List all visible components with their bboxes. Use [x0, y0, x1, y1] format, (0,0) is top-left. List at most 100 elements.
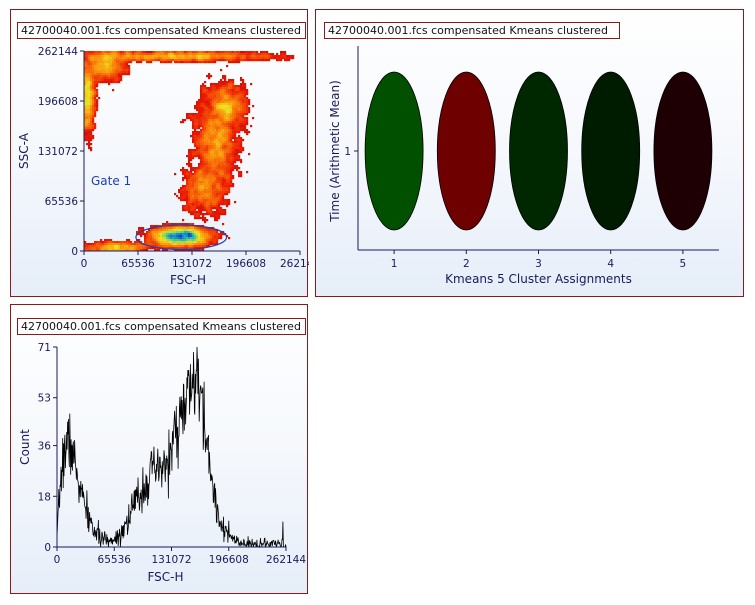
density-cell: [176, 229, 179, 232]
density-cell: [118, 73, 121, 76]
density-cell: [88, 141, 91, 144]
density-cell: [140, 241, 143, 244]
density-cell: [224, 147, 227, 150]
density-cell: [214, 57, 217, 60]
density-cell: [182, 235, 185, 238]
density-cell: [208, 147, 211, 150]
density-cell: [224, 133, 227, 136]
density-cell: [194, 239, 197, 242]
density-cell: [234, 157, 237, 160]
density-cell: [116, 249, 119, 251]
density-cell: [204, 103, 207, 106]
density-cell: [110, 61, 113, 64]
density-cell: [178, 223, 181, 226]
density-cell: [202, 159, 205, 162]
density-cell: [184, 171, 187, 174]
density-cell: [190, 183, 193, 186]
density-cell: [220, 201, 223, 204]
cluster-means-panel[interactable]: 42700040.001.fcs compensated Kmeans clus…: [315, 9, 744, 297]
density-cell: [218, 155, 221, 158]
density-cell: [108, 57, 111, 60]
density-cell: [86, 107, 89, 110]
density-cell: [244, 131, 247, 134]
density-cell: [218, 101, 221, 104]
density-cell: [206, 51, 209, 54]
density-cell: [224, 213, 227, 216]
density-cell: [120, 247, 123, 250]
density-cell: [230, 157, 233, 160]
density-cell: [180, 235, 183, 238]
density-cell: [190, 209, 193, 212]
density-cell: [84, 85, 87, 88]
density-cell: [178, 191, 181, 194]
density-cell: [240, 161, 243, 164]
density-cell: [220, 57, 223, 60]
histogram-panel[interactable]: 42700040.001.fcs compensated Kmeans clus…: [10, 304, 308, 594]
density-cell: [162, 223, 165, 226]
density-cell: [228, 187, 231, 190]
density-cell: [208, 75, 211, 78]
density-cell: [174, 237, 177, 240]
density-cell: [92, 99, 95, 102]
density-cell: [224, 89, 227, 92]
density-cell: [196, 151, 199, 154]
density-cell: [212, 241, 215, 244]
density-cell: [176, 237, 179, 240]
density-cell: [246, 131, 249, 134]
density-cell: [88, 87, 91, 90]
density-cell: [156, 249, 159, 251]
density-cell: [208, 163, 211, 166]
density-cell: [114, 51, 117, 54]
density-cell: [228, 165, 231, 168]
density-cell: [236, 157, 239, 160]
density-cell: [234, 121, 237, 124]
density-cell: [290, 55, 293, 58]
density-cell: [130, 243, 133, 246]
density-cell: [200, 113, 203, 116]
density-cell: [132, 59, 135, 62]
density-cell: [198, 157, 201, 160]
density-cell: [228, 151, 231, 154]
scatter-plot-panel[interactable]: 42700040.001.fcs compensated Kmeans clus…: [10, 9, 309, 297]
density-cell: [182, 241, 185, 244]
density-cell: [134, 57, 137, 60]
density-cell: [92, 95, 95, 98]
density-cell: [234, 159, 237, 162]
density-cell: [208, 57, 211, 60]
density-cell: [194, 229, 197, 232]
density-cell: [210, 181, 213, 184]
density-cell: [92, 87, 95, 90]
density-cell: [200, 185, 203, 188]
density-cell: [184, 177, 187, 180]
density-cell: [222, 57, 225, 60]
density-cell: [208, 245, 211, 248]
density-cell: [96, 57, 99, 60]
density-cell: [248, 111, 251, 114]
density-cell: [220, 87, 223, 90]
density-cell: [232, 163, 235, 166]
density-cell: [206, 231, 209, 234]
density-cell: [224, 77, 227, 80]
density-cell: [220, 183, 223, 186]
density-cell: [86, 81, 89, 84]
density-cell: [216, 241, 219, 244]
density-cell: [220, 211, 223, 214]
density-cell: [218, 237, 221, 240]
density-cell: [192, 113, 195, 116]
density-cell: [232, 117, 235, 120]
x-tick-label: 5: [680, 258, 687, 270]
density-cell: [106, 67, 109, 70]
density-cell: [194, 169, 197, 172]
density-cell: [222, 101, 225, 104]
density-cell: [204, 219, 207, 222]
density-cell: [92, 103, 95, 106]
density-cell: [86, 139, 89, 142]
density-cell: [190, 185, 193, 188]
density-cell: [204, 55, 207, 58]
density-cell: [86, 127, 89, 130]
density-cell: [224, 141, 227, 144]
density-cell: [98, 59, 101, 62]
density-cell: [152, 233, 155, 236]
density-cell: [210, 93, 213, 96]
density-cell: [206, 187, 209, 190]
